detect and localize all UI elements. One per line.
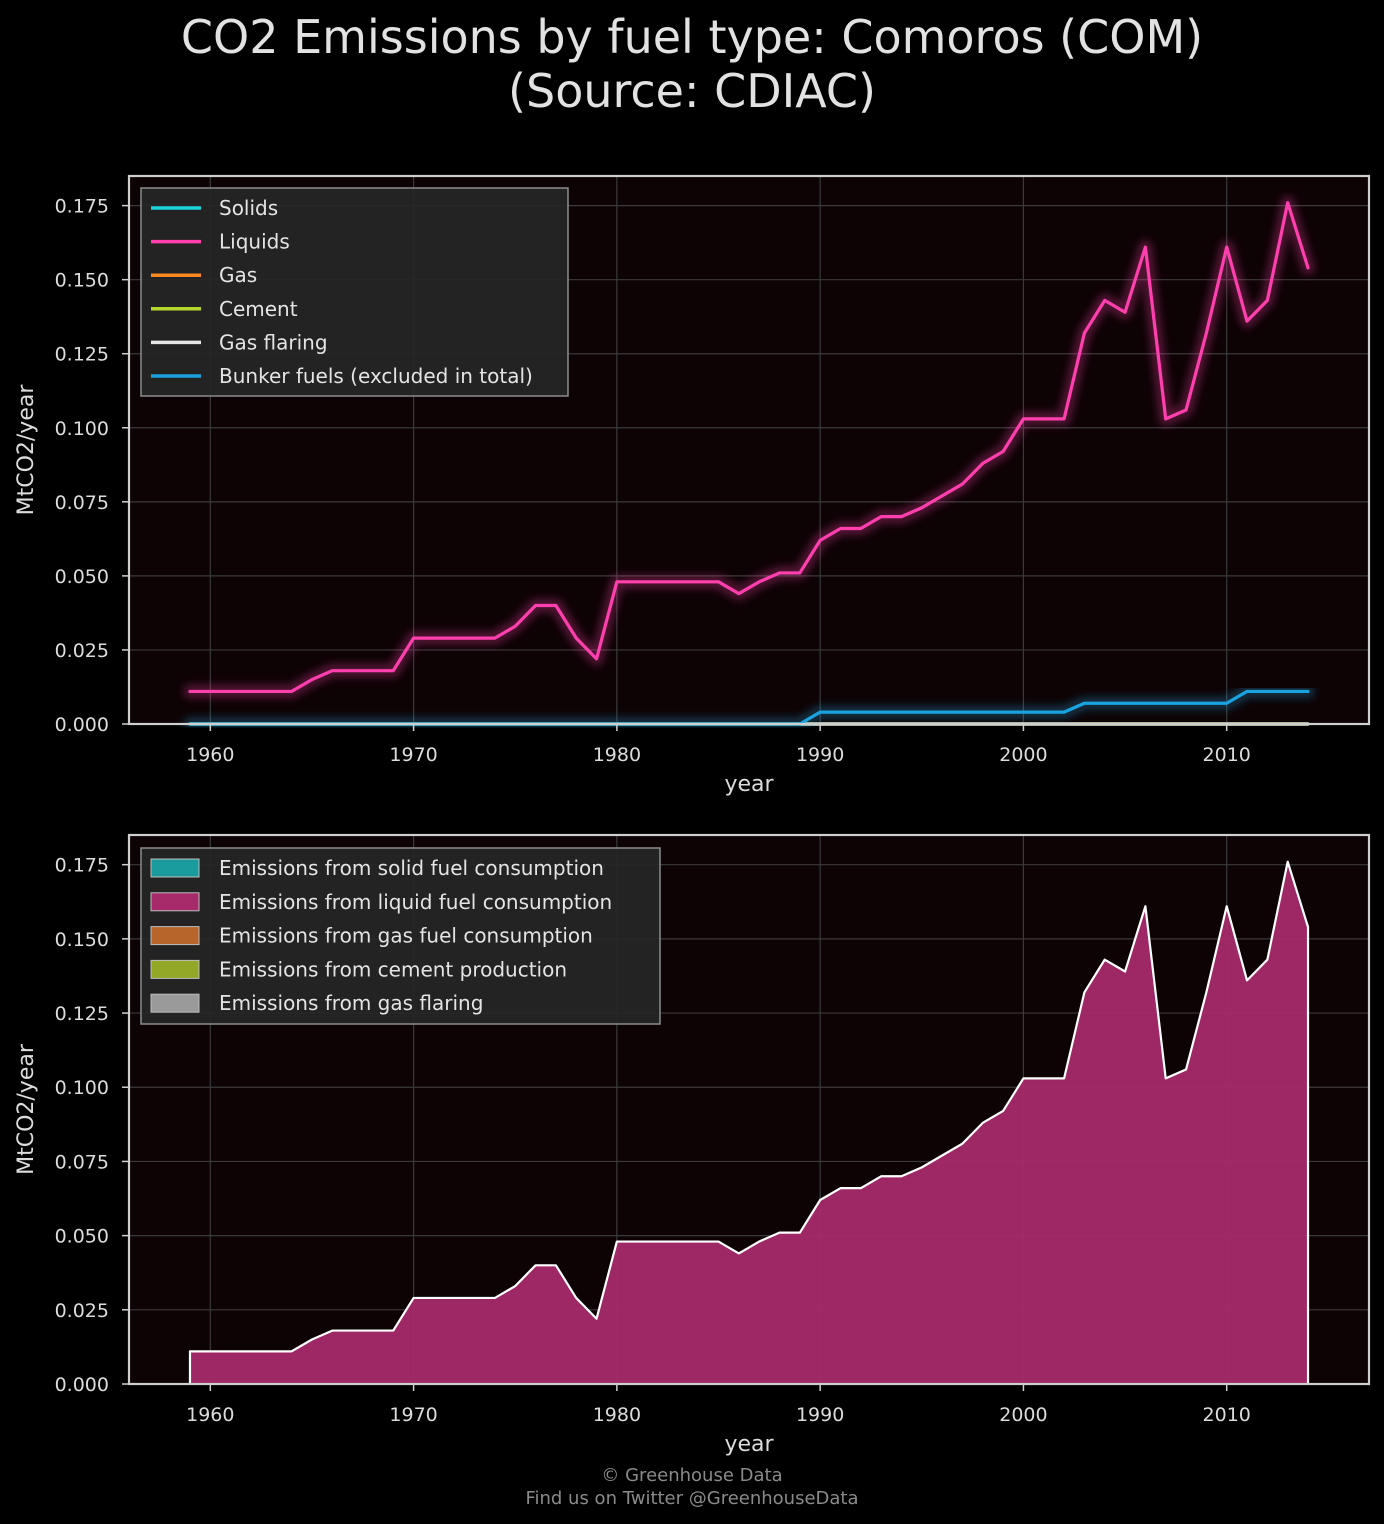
legend-item: Gas xyxy=(151,263,257,287)
legend-label: Emissions from solid fuel consumption xyxy=(219,856,604,880)
legend-swatch xyxy=(150,858,200,878)
legend-item: Emissions from gas flaring xyxy=(150,991,483,1015)
x-tick-label: 2010 xyxy=(1203,744,1251,766)
chart-title-line1: CO2 Emissions by fuel type: Comoros (COM… xyxy=(180,10,1204,64)
x-tick-label: 1970 xyxy=(389,1404,437,1426)
chart-2: 1960 1970 1980 1990 2000 2010 0.000 0.025 0.050 0… xyxy=(14,833,1371,1457)
legend-label: Solids xyxy=(219,196,278,220)
x-tick-label: 1960 xyxy=(186,1404,234,1426)
chart-title: CO2 Emissions by fuel type: Comoros (COM… xyxy=(0,10,1384,118)
x-axis-label: year xyxy=(724,772,774,797)
legend: Solids Liquids Gas Cement Gas flaring Bunker … xyxy=(140,187,569,397)
legend-label: Cement xyxy=(219,297,298,321)
legend-swatch xyxy=(150,926,200,946)
y-tick-label: 0.100 xyxy=(55,418,109,440)
legend-label: Liquids xyxy=(219,230,290,254)
legend-item: Solids xyxy=(151,196,278,220)
y-tick-label: 0.050 xyxy=(55,566,109,588)
x-tick-label: 1960 xyxy=(186,744,234,766)
x-tick-label: 2010 xyxy=(1203,1404,1251,1426)
x-tick-label: 1980 xyxy=(593,744,641,766)
legend-item: Bunker fuels (excluded in total) xyxy=(151,364,533,388)
legend-item: Emissions from cement production xyxy=(150,957,567,981)
x-tick-label: 1970 xyxy=(389,744,437,766)
y-tick-label: 0.025 xyxy=(55,1300,109,1322)
y-tick-label: 0.125 xyxy=(55,1003,109,1025)
y-tick-label: 0.000 xyxy=(55,714,109,736)
x-tick-label: 1980 xyxy=(593,1404,641,1426)
legend-item: Emissions from gas fuel consumption xyxy=(150,924,593,948)
chart-1: 1960 1970 1980 1990 2000 2010 0.000 0.025 0.050 0… xyxy=(14,174,1371,797)
legend-item: Emissions from solid fuel consumption xyxy=(150,856,604,880)
stack-outline xyxy=(188,860,1310,1385)
legend-label: Emissions from gas fuel consumption xyxy=(219,924,593,948)
legend: Emissions from solid fuel consumption Emi… xyxy=(140,847,661,1025)
x-axis-label: year xyxy=(724,1432,774,1457)
legend-item: Cement xyxy=(151,297,298,321)
footer: © Greenhouse Data Find us on Twitter @Gr… xyxy=(0,1464,1384,1510)
legend-item: Liquids xyxy=(151,230,290,254)
y-tick-label: 0.075 xyxy=(55,492,109,514)
y-tick-label: 0.125 xyxy=(55,344,109,366)
legend-label: Bunker fuels (excluded in total) xyxy=(219,364,533,388)
y-axis-label: MtCO2/year xyxy=(14,384,39,516)
series-liquids xyxy=(182,195,1316,699)
plot-frame xyxy=(127,174,1371,726)
legend-swatch xyxy=(150,993,200,1013)
legend-swatch xyxy=(150,892,200,912)
legend-label: Emissions from liquid fuel consumption xyxy=(219,890,612,914)
y-tick-label: 0.150 xyxy=(55,270,109,292)
legend-label: Emissions from cement production xyxy=(219,957,567,981)
footer-copyright: © Greenhouse Data xyxy=(601,1465,783,1486)
legend-label: Gas flaring xyxy=(219,330,328,354)
legend-item: Gas flaring xyxy=(151,330,328,354)
legend-swatch xyxy=(150,959,200,979)
area-fill xyxy=(189,861,1309,1384)
legend-label: Gas xyxy=(219,263,257,287)
legend-label: Emissions from gas flaring xyxy=(219,991,483,1015)
plot-frame xyxy=(127,833,1371,1386)
legend-box xyxy=(140,847,661,1025)
y-tick-label: 0.050 xyxy=(55,1226,109,1248)
y-tick-label: 0.100 xyxy=(55,1077,109,1099)
y-tick-label: 0.175 xyxy=(55,196,109,218)
y-tick-label: 0.025 xyxy=(55,640,109,662)
y-tick-label: 0.000 xyxy=(55,1374,109,1396)
legend-item: Emissions from liquid fuel consumption xyxy=(150,890,612,914)
x-tick-label: 1990 xyxy=(796,744,844,766)
legend-box xyxy=(140,187,569,397)
series-line xyxy=(188,201,1310,694)
y-tick-label: 0.150 xyxy=(55,929,109,951)
y-tick-label: 0.175 xyxy=(55,855,109,877)
x-tick-label: 2000 xyxy=(999,744,1047,766)
chart-title-line2: (Source: CDIAC) xyxy=(508,64,876,118)
x-tick-label: 1990 xyxy=(796,1404,844,1426)
x-tick-label: 2000 xyxy=(999,1404,1047,1426)
y-tick-label: 0.075 xyxy=(55,1151,109,1173)
footer-twitter: Find us on Twitter @GreenhouseData xyxy=(525,1488,859,1509)
y-axis-label: MtCO2/year xyxy=(14,1043,39,1175)
